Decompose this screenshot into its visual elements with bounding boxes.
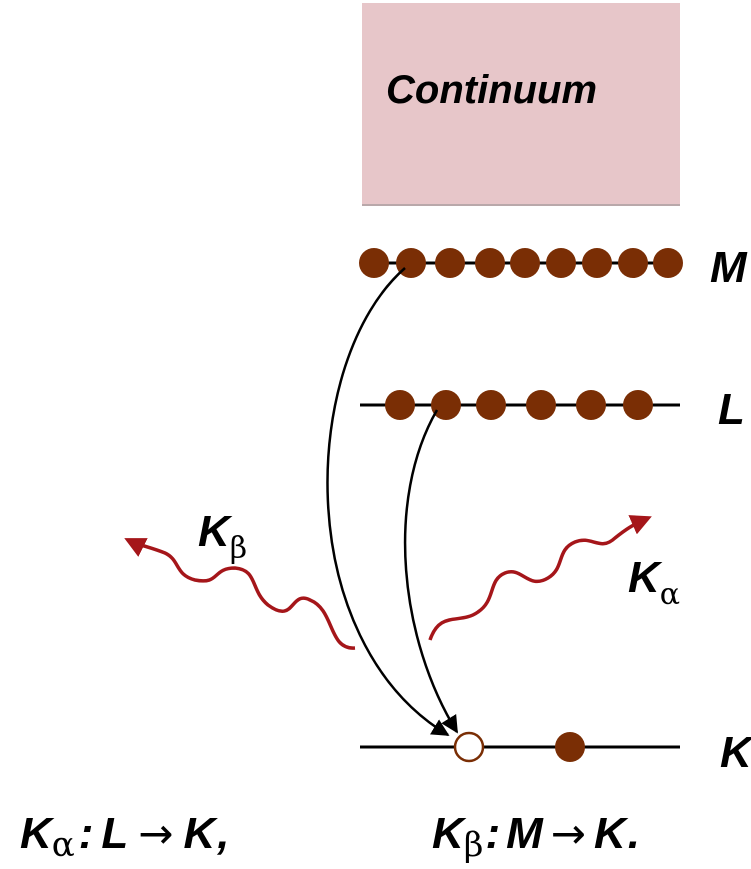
transition-arrows: [326, 267, 459, 737]
level-l-electrons: [385, 390, 653, 420]
electron: [359, 248, 389, 278]
level-l: L: [360, 385, 745, 434]
electron: [546, 248, 576, 278]
electron: [653, 248, 683, 278]
electron: [582, 248, 612, 278]
k-alpha-wave: [428, 515, 652, 641]
electron: [623, 390, 653, 420]
m-to-k-arrow: [326, 267, 450, 737]
k-alpha-label: Kα: [628, 553, 680, 612]
vacancy-hole: [453, 731, 485, 763]
electron: [475, 248, 505, 278]
level-l-label: L: [718, 385, 745, 434]
continuum-band: Continuum: [362, 3, 680, 206]
electron: [385, 390, 415, 420]
electron: [476, 390, 506, 420]
caption-k-alpha: Kα: L → K,: [20, 809, 230, 865]
caption-k-beta: Kβ: M → K.: [432, 809, 640, 865]
level-m-electrons: [359, 248, 683, 278]
level-m-label: M: [710, 243, 748, 292]
electron: [526, 390, 556, 420]
level-k: K: [360, 728, 751, 777]
photon-k-beta: Kβ: [124, 507, 356, 650]
electron: [618, 248, 648, 278]
electron: [431, 390, 461, 420]
k-beta-label: Kβ: [198, 507, 247, 566]
l-to-k-arrow: [403, 409, 459, 734]
level-k-label: K: [720, 728, 751, 777]
electron: [435, 248, 465, 278]
electron: [555, 732, 585, 762]
continuum-label: Continuum: [386, 68, 597, 112]
electron: [576, 390, 606, 420]
level-m: M: [359, 243, 748, 292]
k-beta-wave: [124, 538, 356, 650]
photon-k-alpha: Kα: [428, 515, 680, 641]
electron: [510, 248, 540, 278]
